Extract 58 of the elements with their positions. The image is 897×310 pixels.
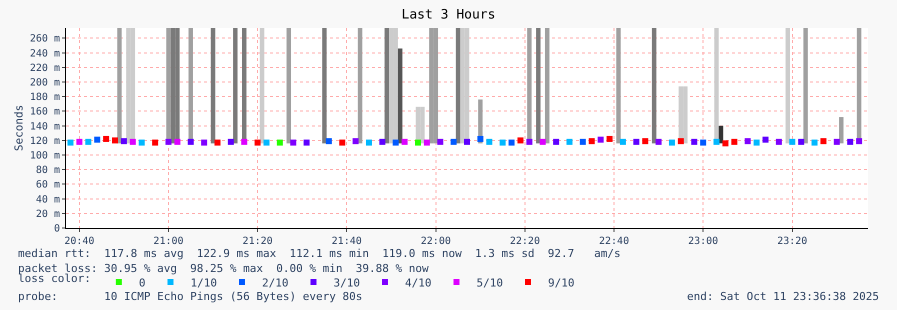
y-tick-label: 220 m xyxy=(30,62,60,74)
x-tick-label: 23:00 xyxy=(688,236,718,247)
bar xyxy=(398,48,402,144)
bar xyxy=(803,28,808,144)
bar xyxy=(544,28,550,144)
bar xyxy=(170,28,176,144)
bar xyxy=(233,28,238,144)
bar xyxy=(652,28,656,144)
y-tick-label: 80 m xyxy=(36,165,60,176)
bar xyxy=(786,28,790,144)
bar xyxy=(456,28,460,144)
x-tick-label: 22:40 xyxy=(598,236,630,247)
x-tick-label: 22:00 xyxy=(420,236,451,247)
chart-title: Last 3 Hours xyxy=(402,8,496,23)
y-tick-label: 140 m xyxy=(30,121,60,132)
bar xyxy=(210,28,216,144)
legend-label: 0 xyxy=(138,276,146,290)
bar xyxy=(358,28,362,144)
y-tick-label: 180 m xyxy=(30,92,60,104)
bar xyxy=(260,28,264,144)
bar xyxy=(536,28,541,144)
legend-label: 5/10 xyxy=(476,276,503,290)
text: end: Sat Oct 11 23:36:38 2025 xyxy=(687,290,880,303)
bar xyxy=(384,28,390,144)
bar xyxy=(420,106,425,144)
x-tick-label: 22:20 xyxy=(510,236,540,247)
text: probe: 10 ICMP Echo Pings (56 Bytes) every 80s xyxy=(18,290,362,303)
text: packet loss: 30.95 % avg 98.25 % max 0.00 % min 39.88 % now xyxy=(18,262,429,275)
y-tick-label: 0 xyxy=(54,224,60,234)
y-tick-label: 200 m xyxy=(30,78,60,89)
bar xyxy=(126,28,131,144)
legend-label: 4/10 xyxy=(404,276,432,290)
bar xyxy=(839,117,844,144)
y-tick-label: 260 m xyxy=(30,34,60,45)
x-tick-label: 21:40 xyxy=(332,236,362,247)
legend-label: 1/10 xyxy=(190,276,217,290)
x-tick-label: 21:00 xyxy=(153,236,184,247)
legend-label: 9/10 xyxy=(548,276,574,290)
y-tick-label: 160 m xyxy=(30,106,60,118)
y-tick-label: 20 m xyxy=(36,208,60,220)
y-tick-label: 60 m xyxy=(36,180,60,191)
text: median rtt: 117.8 ms avg 122.9 ms max 112.1 ms min 119.0 ms now 1.3 ms sd 92.7 am/s xyxy=(18,247,621,260)
legend-label: 2/10 xyxy=(262,276,288,290)
x-tick-label: 21:20 xyxy=(242,236,273,247)
bar xyxy=(460,28,465,144)
y-tick-label: 240 m xyxy=(30,48,60,60)
y-axis-title: Seconds xyxy=(12,104,26,152)
y-tick-label: 120 m xyxy=(30,136,60,147)
x-tick-label: 23:20 xyxy=(777,236,808,247)
legend-label: 3/10 xyxy=(333,276,360,290)
bar xyxy=(117,28,122,144)
y-tick-label: 40 m xyxy=(36,194,60,206)
x-tick-label: 20:40 xyxy=(64,236,94,247)
bar xyxy=(429,28,434,144)
bar xyxy=(286,28,292,144)
bar xyxy=(322,28,327,144)
bar xyxy=(718,126,724,144)
y-tick-label: 100 m xyxy=(30,150,60,162)
